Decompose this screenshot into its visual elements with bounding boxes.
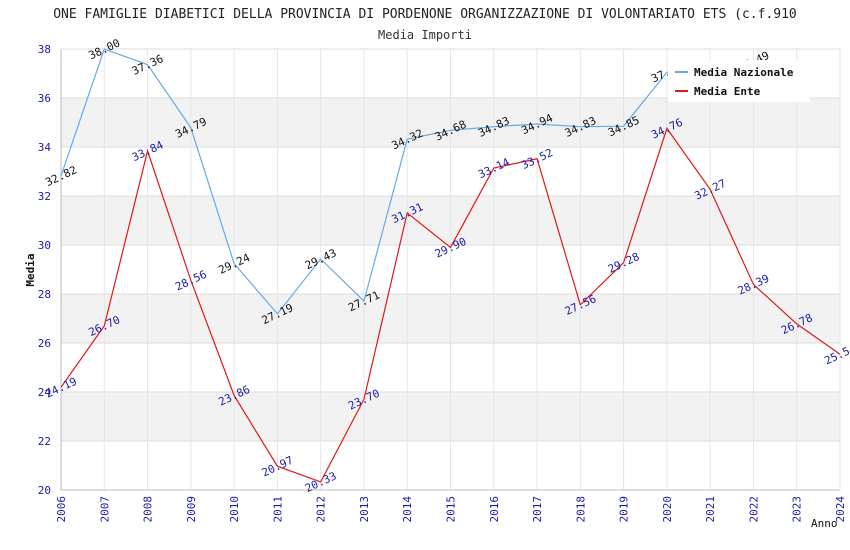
y-tick-label: 24: [38, 386, 52, 399]
y-tick-label: 38: [38, 43, 51, 56]
y-tick-label: 34: [38, 141, 52, 154]
y-tick-label: 22: [38, 435, 51, 448]
legend-entry: Media Ente: [694, 85, 761, 98]
grid-lines: [60, 48, 841, 491]
x-tick-label: 2015: [445, 496, 458, 523]
series-lines: [60, 48, 841, 483]
y-tick-label: 26: [38, 337, 51, 350]
x-tick-label: 2020: [661, 496, 674, 523]
x-tick-label: 2023: [791, 496, 804, 523]
series-line-1: [60, 48, 754, 315]
x-tick-label: 2019: [618, 496, 631, 523]
y-tick-label: 32: [38, 190, 51, 203]
series-line-2: [60, 127, 841, 483]
y-tick-label: 30: [38, 239, 51, 252]
x-axis-ticks: 2006 2007 2008 2009 2010 2011 2012 2013 2014 2015…: [55, 496, 847, 523]
x-tick-label: 2012: [315, 496, 328, 523]
chart-subtitle: Media Importi: [378, 28, 472, 42]
y-tick-label: 36: [38, 92, 51, 105]
x-tick-label: 2014: [401, 496, 414, 523]
x-tick-label: 2007: [98, 496, 111, 523]
y-axis-title: Media: [24, 253, 37, 286]
y-tick-label: 20: [38, 484, 51, 497]
x-tick-label: 2011: [271, 496, 284, 523]
x-tick-label: 2017: [531, 496, 544, 523]
x-tick-label: 2006: [55, 496, 68, 523]
x-tick-label: 2013: [358, 496, 371, 523]
legend: Media Nazionale Media Ente: [668, 60, 810, 102]
legend-box: [668, 60, 810, 102]
x-axis-title: Anno: [811, 517, 838, 530]
y-tick-label: 28: [38, 288, 51, 301]
x-tick-label: 2024: [834, 496, 847, 523]
x-tick-label: 2010: [228, 496, 241, 523]
y-axis-ticks: 20 22 24 26 28 30 32 34 36 38: [38, 43, 52, 497]
x-tick-label: 2022: [747, 496, 760, 523]
x-tick-label: 2008: [142, 496, 155, 523]
x-tick-label: 2016: [488, 496, 501, 523]
x-tick-label: 2018: [574, 496, 587, 523]
legend-entry: Media Nazionale: [694, 66, 794, 79]
chart-title: ONE FAMIGLIE DIABETICI DELLA PROVINCIA D…: [53, 7, 797, 22]
x-tick-label: 2009: [185, 496, 198, 523]
x-tick-label: 2021: [704, 496, 717, 523]
